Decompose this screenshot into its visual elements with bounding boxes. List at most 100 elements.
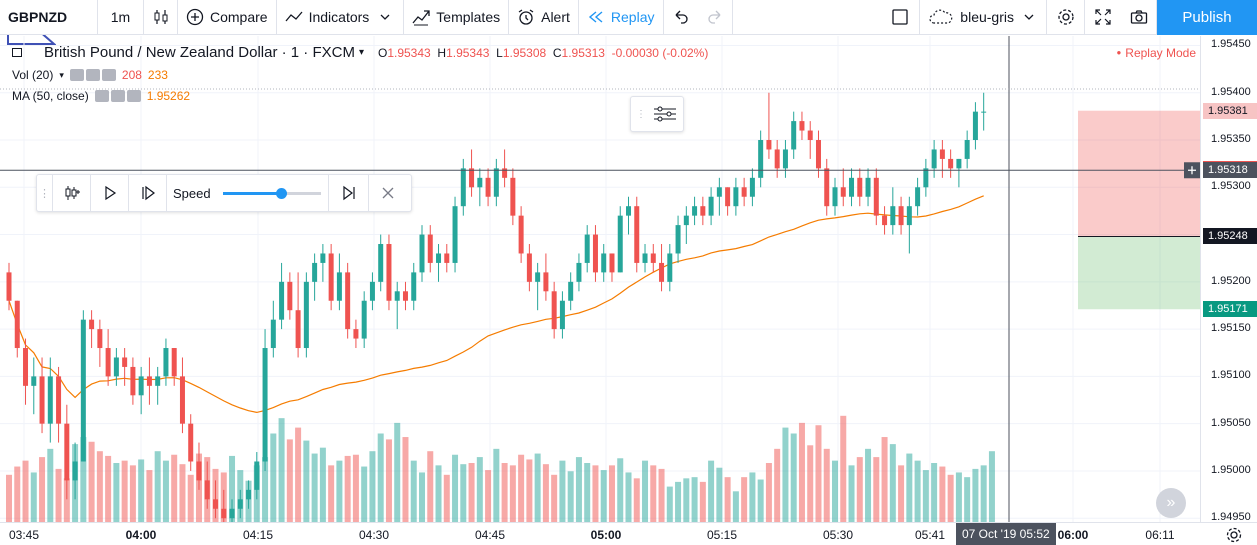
candle-body bbox=[14, 300, 20, 349]
volume-bar bbox=[286, 439, 293, 522]
fullscreen-button[interactable] bbox=[1085, 0, 1121, 35]
time-tick: 04:30 bbox=[358, 528, 390, 542]
drag-handle-icon[interactable]: ⋮ bbox=[636, 108, 646, 120]
layout-save-button[interactable]: bleu-gris bbox=[920, 0, 1047, 35]
candle-body bbox=[188, 423, 194, 462]
chevron-down-icon[interactable] bbox=[375, 8, 395, 26]
candle-body bbox=[857, 177, 863, 197]
candle-body bbox=[584, 234, 590, 263]
volume-bar bbox=[856, 457, 863, 522]
volume-bar bbox=[980, 465, 987, 522]
time-tick: 06:11 bbox=[1145, 528, 1175, 542]
fullscreen-select-button[interactable] bbox=[880, 0, 921, 35]
close-replay-button[interactable] bbox=[369, 175, 407, 211]
volume-bar bbox=[39, 457, 46, 522]
top-toolbar: GBPNZD 1m Compare Indicators Templates A… bbox=[0, 0, 1257, 35]
volume-bar bbox=[518, 454, 525, 522]
undo-button[interactable] bbox=[664, 0, 698, 35]
publish-button[interactable]: Publish bbox=[1157, 0, 1257, 35]
gear-icon[interactable] bbox=[1225, 526, 1243, 544]
candle-body bbox=[865, 177, 871, 197]
gear-icon bbox=[1057, 8, 1075, 26]
alert-button[interactable]: Alert bbox=[509, 0, 579, 35]
volume-bar bbox=[832, 460, 838, 522]
chart-pane[interactable]: British Pound / New Zealand Dollar · 1 ·… bbox=[0, 36, 1200, 522]
volume-bar bbox=[534, 453, 541, 522]
indicator-controls[interactable] bbox=[69, 69, 116, 81]
chevron-down-icon[interactable] bbox=[1020, 8, 1038, 26]
select-bar-button[interactable] bbox=[53, 175, 91, 211]
redo-button[interactable] bbox=[698, 0, 733, 35]
candle-body bbox=[361, 300, 367, 339]
chart-canvas[interactable] bbox=[0, 36, 1200, 522]
time-axis[interactable]: 03:45 04:00 04:15 04:30 04:45 05:00 05:15 05:30… bbox=[0, 522, 1257, 545]
volume-bar bbox=[617, 458, 624, 522]
volume-bar bbox=[419, 472, 425, 522]
volume-bar bbox=[468, 463, 475, 522]
cloud-icon bbox=[928, 8, 954, 26]
volume-bar bbox=[303, 440, 310, 522]
replay-button[interactable]: Replay bbox=[579, 0, 664, 35]
scroll-to-realtime-button[interactable]: » bbox=[1156, 488, 1186, 518]
indicators-label: Indicators bbox=[308, 9, 370, 25]
candle-body bbox=[80, 319, 86, 462]
candle-body bbox=[981, 111, 987, 113]
time-tick: 04:15 bbox=[242, 528, 274, 542]
chart-legend: British Pound / New Zealand Dollar · 1 ·… bbox=[12, 44, 708, 103]
step-forward-button[interactable] bbox=[129, 175, 167, 211]
candle-body bbox=[749, 177, 755, 197]
candle-body bbox=[650, 253, 656, 263]
candle-body bbox=[179, 376, 185, 424]
speed-slider[interactable] bbox=[222, 187, 321, 199]
chart-style-button[interactable] bbox=[144, 0, 178, 35]
jump-to-realtime-button[interactable] bbox=[329, 175, 369, 211]
play-button[interactable] bbox=[91, 175, 129, 211]
indicators-button[interactable]: Indicators bbox=[277, 0, 405, 35]
candle-body bbox=[312, 262, 318, 282]
volume-indicator-name[interactable]: Vol (20) bbox=[12, 68, 54, 82]
candle-body bbox=[460, 168, 466, 207]
settings-button[interactable] bbox=[1047, 0, 1085, 35]
candle-body bbox=[6, 272, 12, 301]
candle-body bbox=[518, 215, 524, 254]
snapshot-button[interactable] bbox=[1121, 0, 1157, 35]
interval-button[interactable]: 1m bbox=[98, 0, 144, 35]
collapse-legend-icon[interactable] bbox=[12, 48, 22, 57]
chevron-down-icon[interactable]: ▾ bbox=[59, 69, 64, 80]
candle-body bbox=[832, 187, 838, 207]
speed-slider-handle[interactable] bbox=[276, 187, 288, 199]
replay-mode-badge: Replay Mode bbox=[1116, 46, 1196, 60]
templates-button[interactable]: Templates bbox=[404, 0, 510, 35]
candle-body bbox=[683, 215, 689, 226]
ma-indicator-name[interactable]: MA (50, close) bbox=[12, 89, 89, 103]
volume-bar bbox=[328, 465, 335, 522]
candle-body bbox=[939, 149, 945, 159]
symbol-search-button[interactable]: GBPNZD bbox=[0, 0, 98, 35]
volume-bar bbox=[154, 451, 161, 522]
price-tick: 1.95100 bbox=[1211, 369, 1251, 382]
candle-body bbox=[23, 348, 29, 386]
indicator-controls[interactable] bbox=[94, 90, 141, 102]
candle-body bbox=[485, 177, 491, 197]
candle-body bbox=[543, 272, 549, 292]
volume-bar bbox=[691, 477, 698, 522]
drag-handle-icon[interactable]: ⋮ bbox=[37, 175, 53, 211]
candle-body bbox=[402, 291, 408, 301]
speed-control[interactable]: Speed bbox=[167, 175, 329, 211]
candles-icon bbox=[152, 8, 170, 26]
price-tick: 1.95200 bbox=[1211, 274, 1251, 287]
price-axis[interactable]: 1.954501.954001.953501.953001.952501.952… bbox=[1200, 36, 1257, 523]
compare-button[interactable]: Compare bbox=[178, 0, 277, 35]
candle-body bbox=[931, 149, 937, 169]
volume-bar bbox=[840, 415, 847, 522]
candle-body bbox=[601, 253, 607, 273]
object-tree-button[interactable]: ⋮ bbox=[630, 96, 684, 132]
chevron-down-icon[interactable]: ▾ bbox=[358, 47, 364, 58]
candle-body bbox=[840, 187, 846, 197]
candle-body bbox=[171, 348, 177, 377]
candle-body bbox=[774, 149, 780, 169]
replay-label: Replay bbox=[610, 9, 655, 25]
volume-bar bbox=[14, 466, 21, 522]
volume-bar bbox=[699, 481, 706, 522]
volume-legend: Vol (20) ▾ 208 233 bbox=[12, 68, 708, 82]
